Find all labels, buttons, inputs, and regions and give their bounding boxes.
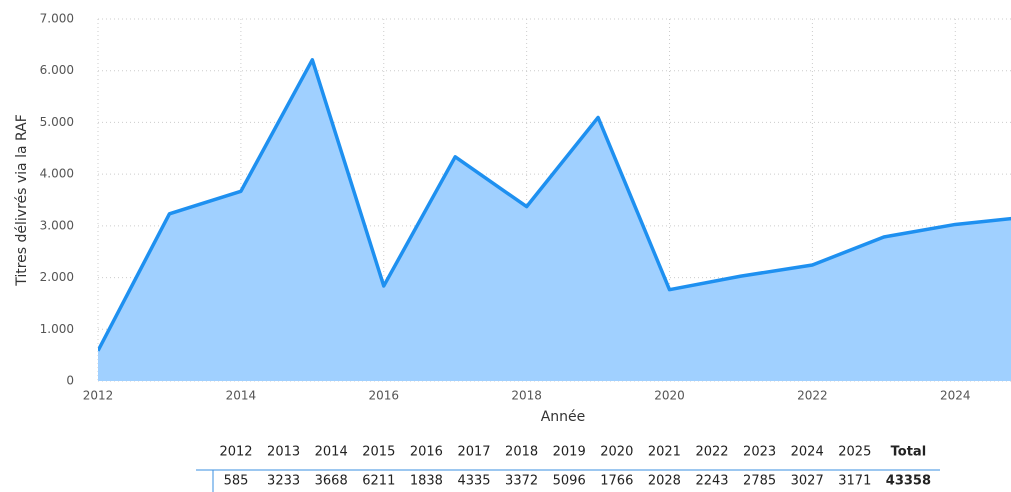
table-cell: 6211 <box>362 474 395 489</box>
y-tick-label: 3.000 <box>40 218 74 232</box>
table-header: 2015 <box>362 445 395 460</box>
table-cell: 4335 <box>457 474 490 489</box>
table-header: Total <box>891 445 927 460</box>
x-tick-label: 2024 <box>940 389 971 403</box>
table-cell: 2243 <box>695 474 728 489</box>
y-tick-label: 1.000 <box>40 322 74 336</box>
table-header: 2020 <box>600 445 633 460</box>
x-tick-label: 2012 <box>83 389 114 403</box>
x-tick-label: 2020 <box>654 389 685 403</box>
table-header: 2021 <box>648 445 681 460</box>
y-tick-label: 4.000 <box>40 167 74 181</box>
y-tick-label: 7.000 <box>40 12 74 26</box>
table-cell: 3668 <box>315 474 348 489</box>
table-cell: 3233 <box>267 474 300 489</box>
table-cell: 5096 <box>553 474 586 489</box>
table-header: 2025 <box>838 445 871 460</box>
table-cell: 3372 <box>505 474 538 489</box>
table-total: 43358 <box>886 474 931 489</box>
y-tick-label: 5.000 <box>40 115 74 129</box>
table-cell: 3027 <box>791 474 824 489</box>
table-header: 2012 <box>219 445 252 460</box>
y-tick-label: 0 <box>66 374 74 388</box>
table-header: 2023 <box>743 445 776 460</box>
table-header: 2019 <box>553 445 586 460</box>
line <box>98 58 1011 352</box>
y-axis-title: Titres délivrés via la RAF <box>14 114 30 287</box>
table-cell: 1766 <box>600 474 633 489</box>
table-header: 2022 <box>695 445 728 460</box>
area <box>98 59 1011 381</box>
table-header: 2016 <box>410 445 443 460</box>
y-tick-label: 6.000 <box>40 63 74 77</box>
x-tick-label: 2016 <box>368 389 399 403</box>
x-tick-label: 2022 <box>797 389 828 403</box>
table-header: 2017 <box>457 445 490 460</box>
table-cell: 3171 <box>838 474 871 489</box>
x-axis-title: Année <box>541 409 586 425</box>
table-header: 2018 <box>505 445 538 460</box>
table-header: 2024 <box>791 445 824 460</box>
table-cell: 2785 <box>743 474 776 489</box>
y-tick-label: 2.000 <box>40 270 74 284</box>
table-cell: 585 <box>224 474 249 489</box>
table-header: 2014 <box>315 445 348 460</box>
table-header: 2013 <box>267 445 300 460</box>
table-cell: 1838 <box>410 474 443 489</box>
x-tick-label: 2014 <box>226 389 257 403</box>
x-tick-label: 2018 <box>511 389 542 403</box>
table-cell: 2028 <box>648 474 681 489</box>
